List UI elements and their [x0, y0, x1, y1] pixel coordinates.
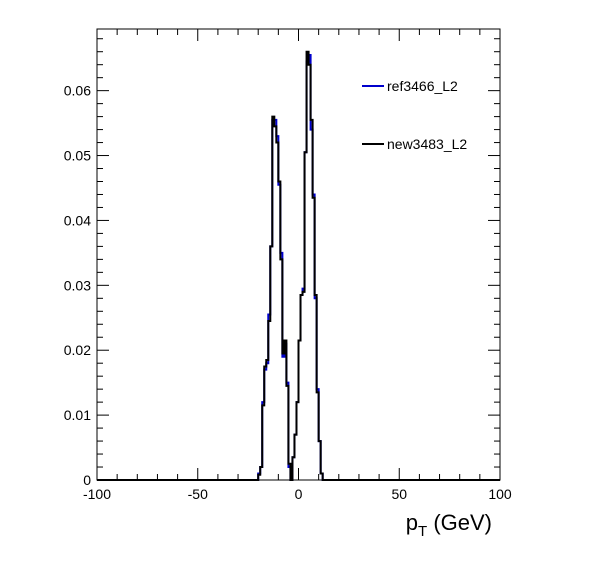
x-axis-title-subscript: T [418, 523, 427, 540]
x-tick-label: 0 [295, 486, 303, 502]
y-tick-label: 0.03 [64, 277, 91, 293]
x-axis-title-main: p [406, 510, 418, 535]
series-line-new3483_L2 [97, 50, 500, 481]
x-axis-title: pT (GeV) [406, 510, 492, 540]
y-tick-label: 0 [83, 472, 91, 488]
legend: ref3466_L2 new3483_L2 [362, 78, 467, 152]
legend-label: new3483_L2 [387, 136, 467, 152]
plot-area-border [96, 28, 501, 481]
series-lines [97, 50, 500, 481]
x-tick-label: -100 [83, 486, 111, 502]
y-tick-label: 0.06 [64, 83, 91, 99]
x-tick-label: 100 [488, 486, 512, 502]
y-tick-label: 0.01 [64, 407, 91, 423]
x-axis-title-unit: (GeV) [427, 510, 492, 535]
y-tick-label: 0.02 [64, 342, 91, 358]
x-tick-label: -50 [188, 486, 208, 502]
plot-frame [96, 28, 501, 481]
x-tick-label: 50 [391, 486, 407, 502]
x-axis: -100 -50 0 50 100 [83, 29, 512, 502]
y-axis: 0 0.01 0.02 0.03 0.04 0.05 0.06 [64, 38, 500, 488]
series-line-ref3466_L2 [97, 53, 500, 481]
legend-label: ref3466_L2 [387, 78, 458, 94]
y-tick-label: 0.05 [64, 148, 91, 164]
y-tick-label: 0.04 [64, 212, 91, 228]
